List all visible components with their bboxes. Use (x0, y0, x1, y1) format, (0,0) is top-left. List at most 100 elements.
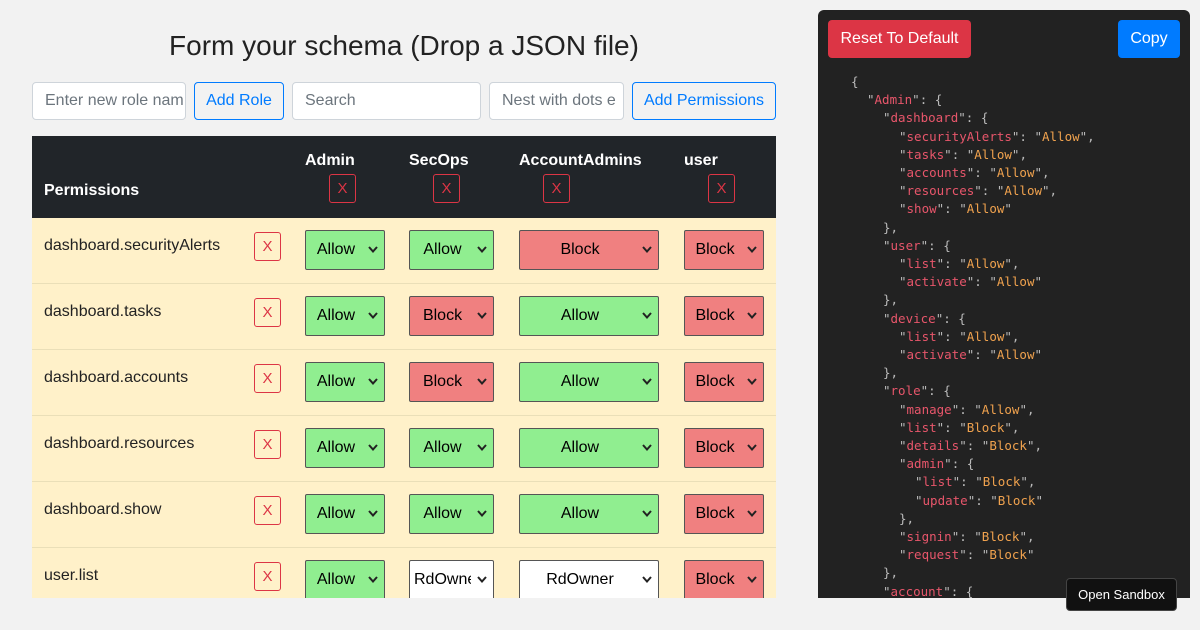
json-line: "resources": "Allow", (899, 183, 1058, 199)
remove-permission-button[interactable]: X (254, 298, 281, 327)
add-role-button[interactable]: Add Role (194, 82, 284, 120)
json-key: account (890, 583, 944, 598)
json-value: Allow (966, 328, 1005, 344)
chevron (368, 444, 378, 452)
permission-select[interactable]: Allow (409, 494, 494, 534)
permission-select[interactable]: Block (409, 296, 494, 336)
permission-select[interactable]: Allow (305, 494, 385, 534)
permission-select[interactable]: Allow (305, 362, 385, 402)
row-divider (32, 415, 776, 416)
role-name: SecOps (409, 152, 469, 169)
select-value: Block (695, 373, 735, 390)
nest-input[interactable]: Nest with dots e (489, 82, 624, 120)
json-value: Allow (974, 146, 1012, 162)
row-divider (32, 547, 776, 548)
search-input[interactable]: Search (292, 82, 481, 120)
select-value: Block (695, 571, 735, 588)
chevron (368, 576, 378, 584)
select-value: Block (422, 307, 463, 324)
remove-role-button[interactable]: X (433, 174, 460, 203)
select-value: Allow (316, 505, 356, 522)
select-value: RdOwner (414, 571, 471, 588)
chevron (477, 576, 487, 584)
select-value: Allow (316, 373, 356, 390)
sandbox-button[interactable]: Open Sandbox (1066, 578, 1177, 611)
permission-select[interactable]: Block (684, 428, 764, 468)
json-line: "user": { (883, 237, 951, 253)
json-key: request (906, 547, 960, 563)
remove-role-button[interactable]: X (543, 174, 570, 203)
json-value: Allow (966, 256, 1005, 271)
json-line: "list": "Allow", (899, 256, 1020, 271)
json-line: }, (883, 565, 899, 581)
permission-select[interactable]: Allow (519, 362, 659, 402)
remove-permission-button[interactable]: X (254, 430, 281, 459)
header-permissions: Permissions (44, 182, 140, 199)
reset-button[interactable]: Reset To Default (828, 20, 971, 58)
permission-select[interactable]: Block (684, 362, 764, 402)
remove-permission-button[interactable]: X (254, 232, 281, 261)
json-key: list (906, 328, 937, 344)
json-line: "securityAlerts": "Allow", (899, 128, 1095, 144)
chevron (747, 246, 757, 254)
remove-permission-button[interactable]: X (254, 364, 281, 393)
chevron (477, 444, 487, 452)
permission-select[interactable]: Allow (305, 230, 385, 270)
permission-select[interactable]: RdOwner (519, 560, 659, 598)
table-header (32, 136, 776, 218)
chevron (368, 378, 378, 386)
json-line: }, (883, 219, 899, 235)
remove-permission-button[interactable]: X (254, 496, 281, 525)
permission-select[interactable]: Block (519, 230, 659, 270)
remove-role-button[interactable]: X (329, 174, 356, 203)
select-value: Allow (560, 439, 600, 456)
permission-select[interactable]: Block (409, 362, 494, 402)
permission-select[interactable]: Block (684, 560, 764, 598)
json-line: }, (899, 510, 915, 526)
json-key: securityAlerts (906, 128, 1012, 144)
permission-select[interactable]: Block (684, 494, 764, 534)
json-key: manage (906, 401, 952, 417)
select-value: Allow (560, 505, 600, 522)
permission-select[interactable]: Allow (519, 296, 659, 336)
json-line: "device": { (883, 310, 966, 326)
permission-select[interactable]: Block (684, 230, 764, 270)
select-value: Allow (316, 571, 356, 588)
permission-name: dashboard.securityAlerts (44, 237, 221, 254)
remove-role-button[interactable]: X (708, 174, 735, 203)
permission-select[interactable]: Allow (305, 296, 385, 336)
json-line: "details": "Block", (899, 438, 1043, 453)
json-line: "update": "Block" (915, 492, 1043, 508)
json-line: }, (883, 365, 899, 381)
permission-select[interactable]: Allow (409, 230, 494, 270)
select-value: Allow (560, 307, 600, 324)
json-value: Allow (981, 401, 1020, 417)
json-value: Block (989, 438, 1027, 453)
copy-button[interactable]: Copy (1118, 20, 1180, 58)
permission-select[interactable]: Allow (409, 428, 494, 468)
json-value: Block (989, 547, 1027, 563)
add-permissions-button[interactable]: Add Permissions (632, 82, 776, 120)
json-line: "dashboard": { (883, 110, 989, 126)
permission-select[interactable]: RdOwner (409, 560, 494, 598)
json-line: "role": { (883, 383, 951, 399)
chevron (642, 510, 652, 518)
select-value: Allow (560, 373, 600, 390)
permission-select[interactable]: Allow (519, 494, 659, 534)
permission-select[interactable]: Allow (519, 428, 659, 468)
select-value: Allow (423, 439, 462, 456)
remove-permission-button[interactable]: X (254, 562, 281, 591)
json-key: activate (906, 274, 967, 290)
permission-select[interactable]: Allow (305, 428, 385, 468)
chevron (747, 510, 757, 518)
json-value: Block (982, 474, 1021, 490)
permission-select[interactable]: Allow (305, 560, 385, 598)
chevron (368, 312, 378, 320)
permission-select[interactable]: Block (684, 296, 764, 336)
json-code: {"Admin": {"dashboard": {"securityAlerts… (851, 74, 1181, 598)
json-key: user (890, 237, 921, 253)
role-input[interactable]: Enter new role nam (32, 82, 186, 120)
json-key: dashboard (890, 110, 959, 126)
json-key: Admin (874, 92, 913, 108)
json-line: "admin": { (899, 456, 975, 472)
